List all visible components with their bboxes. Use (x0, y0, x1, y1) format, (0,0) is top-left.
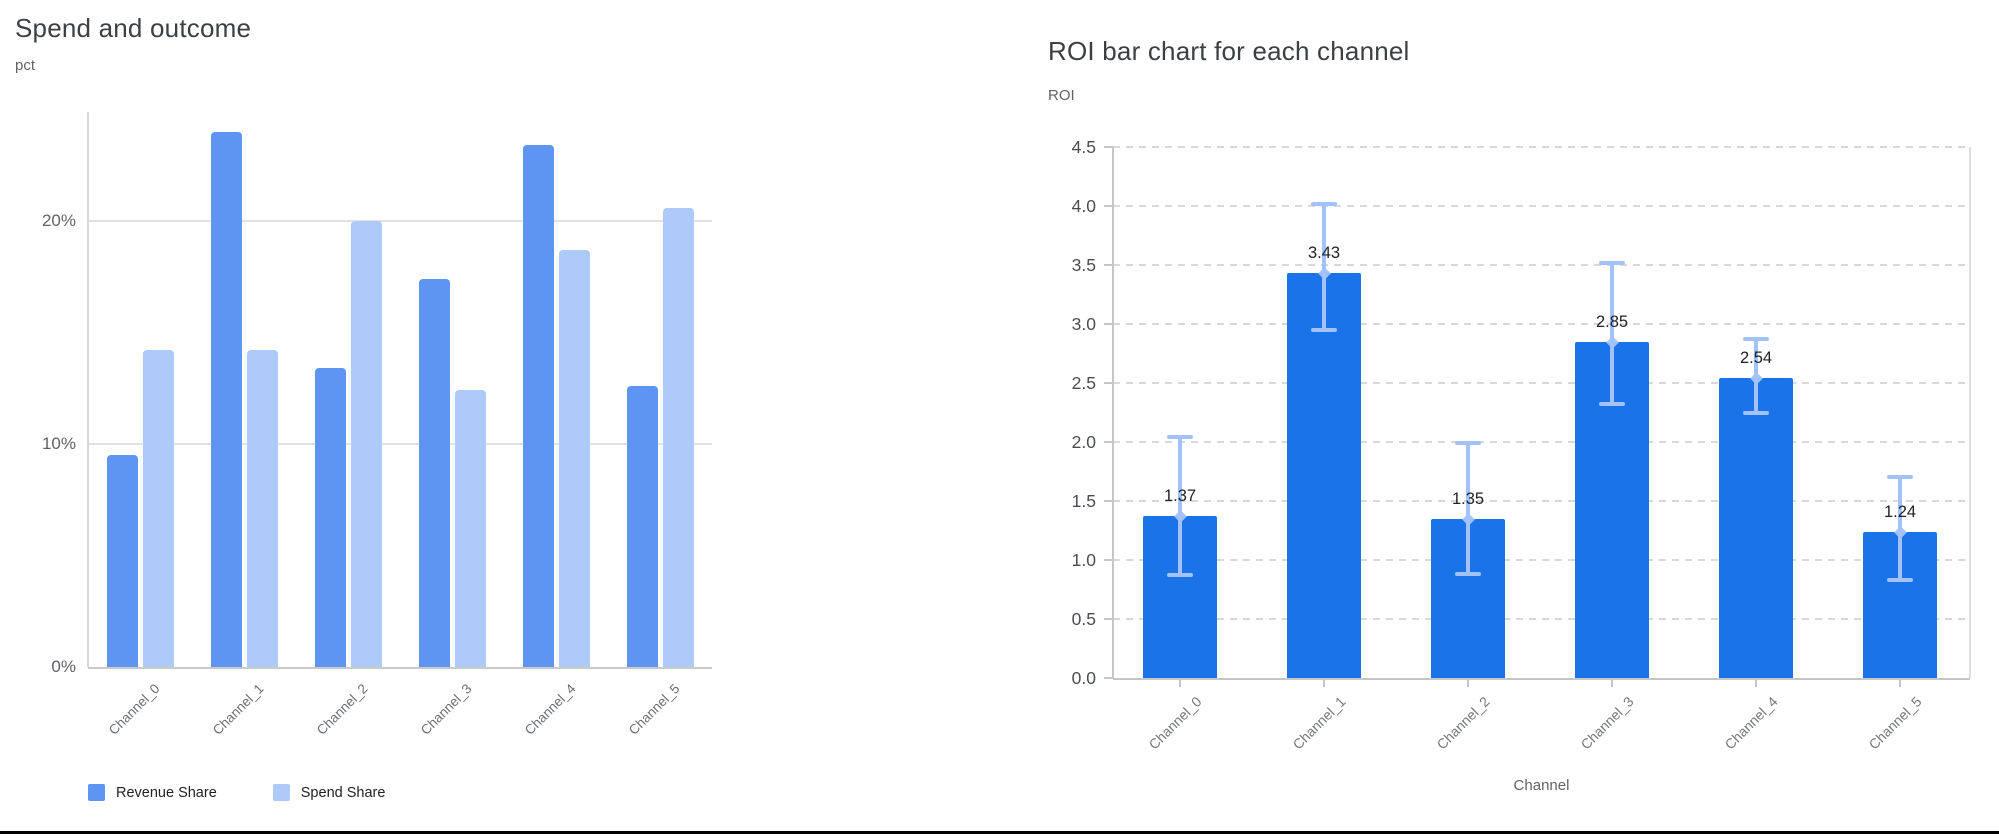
bar-revenue-share-channel_4[interactable] (522, 145, 554, 667)
bar-revenue-share-channel_0[interactable] (106, 455, 138, 667)
bar-value-label-channel_3: 2.85 (1595, 313, 1629, 331)
gridline (1113, 205, 1970, 207)
x-tick-mark (1323, 680, 1325, 687)
error-bar-cap-top-channel_0 (1167, 435, 1193, 440)
error-bar-cap-bottom-channel_0 (1167, 573, 1193, 578)
y-tick-label: 3.5 (1071, 255, 1096, 275)
y-tick-mark (1104, 500, 1113, 502)
y-tick-mark (1104, 441, 1113, 443)
bar-revenue-share-channel_3[interactable] (418, 279, 450, 667)
gridline (1113, 618, 1970, 620)
gridline (1113, 559, 1970, 561)
spend-share-swatch (272, 784, 290, 801)
error-bar-cap-bottom-channel_4 (1743, 410, 1769, 415)
y-tick-label: 0% (51, 657, 76, 676)
y-axis-line (1112, 147, 1114, 678)
gridline (1113, 500, 1970, 502)
bar-revenue-share-channel_2[interactable] (314, 368, 346, 667)
x-tick-mark (1467, 680, 1469, 687)
error-bar-line-channel_0 (1178, 437, 1182, 576)
y-tick-label: 4.0 (1071, 196, 1096, 216)
bar-spend-share-channel_3[interactable] (454, 390, 486, 667)
gridline (88, 443, 712, 445)
x-tick-mark (1899, 680, 1901, 687)
error-bar-cap-top-channel_2 (1455, 441, 1481, 446)
error-bar-cap-bottom-channel_5 (1887, 578, 1913, 583)
bar-value-label-channel_1: 3.43 (1307, 244, 1341, 262)
y-tick-label: 0.0 (1071, 668, 1096, 688)
gridline (1113, 323, 1970, 325)
bar-revenue-share-channel_1[interactable] (210, 132, 242, 667)
left-chart-legend: Revenue Share Spend Share (88, 784, 385, 801)
y-tick-mark (1104, 677, 1113, 679)
gridline (88, 220, 712, 222)
y-tick-label: 1.5 (1071, 491, 1096, 511)
y-tick-label: 0.5 (1071, 609, 1096, 629)
y-tick-mark (1104, 618, 1113, 620)
y-tick-mark (1104, 146, 1113, 148)
y-tick-label: 1.0 (1071, 550, 1096, 570)
error-bar-cap-bottom-channel_2 (1455, 572, 1481, 577)
error-bar-cap-top-channel_5 (1887, 475, 1913, 480)
bar-roi-channel_1[interactable] (1287, 273, 1361, 678)
spend-outcome-chart: Spend and outcome pct 0% 10% 20% Channel_0 C… (0, 0, 760, 838)
gridline (1113, 441, 1970, 443)
gridline (1113, 264, 1970, 266)
error-bar-line-channel_2 (1466, 443, 1470, 575)
y-tick-mark (1104, 382, 1113, 384)
plot-right-border (1969, 147, 1971, 678)
error-bar-cap-top-channel_3 (1599, 260, 1625, 265)
y-tick-label: 20% (41, 211, 76, 230)
revenue-share-swatch (88, 784, 105, 801)
bar-spend-share-channel_2[interactable] (350, 221, 382, 667)
legend-label-revenue-share: Revenue Share (116, 784, 217, 801)
legend-item-revenue-share[interactable]: Revenue Share (88, 784, 217, 801)
y-axis-line (87, 112, 89, 667)
error-bar-cap-top-channel_4 (1743, 337, 1769, 342)
x-axis-line (88, 667, 712, 669)
legend-label-spend-share: Spend Share (300, 784, 386, 801)
error-bar-line-channel_3 (1610, 262, 1614, 405)
roi-chart: ROI bar chart for each channel ROI (1040, 0, 1999, 838)
legend-item-spend-share[interactable]: Spend Share (272, 784, 386, 801)
bar-spend-share-channel_4[interactable] (558, 250, 590, 667)
x-tick-mark (1179, 680, 1181, 687)
right-chart-title: ROI bar chart for each channel (1048, 36, 1410, 66)
bar-value-label-channel_2: 1.35 (1451, 490, 1485, 508)
y-tick-mark (1104, 205, 1113, 207)
x-tick-mark (1755, 680, 1757, 687)
gridline (1113, 382, 1970, 384)
bar-spend-share-channel_5[interactable] (662, 208, 694, 667)
x-tick-mark (1611, 680, 1613, 687)
error-bar-cap-bottom-channel_3 (1599, 402, 1625, 407)
y-tick-label: 2.0 (1071, 432, 1096, 452)
error-bar-cap-top-channel_1 (1311, 201, 1337, 206)
right-y-axis-unit: ROI (1048, 87, 1075, 104)
y-tick-mark (1104, 264, 1113, 266)
y-tick-label: 2.5 (1071, 373, 1096, 393)
bar-value-label-channel_5: 1.24 (1883, 503, 1917, 521)
gridline (1113, 146, 1970, 148)
bar-revenue-share-channel_5[interactable] (626, 386, 658, 667)
bar-roi-channel_4[interactable] (1719, 378, 1793, 678)
y-tick-mark (1104, 559, 1113, 561)
error-bar-cap-bottom-channel_1 (1311, 327, 1337, 332)
y-tick-mark (1104, 323, 1113, 325)
y-tick-label: 3.0 (1071, 314, 1096, 334)
right-x-axis-title: Channel (1513, 777, 1570, 794)
y-tick-label: 10% (41, 434, 76, 453)
left-chart-title: Spend and outcome (15, 13, 252, 43)
bar-value-label-channel_0: 1.37 (1163, 487, 1197, 505)
bottom-divider-line (0, 831, 1999, 834)
x-axis-line (1113, 678, 1970, 680)
bar-spend-share-channel_0[interactable] (142, 350, 174, 667)
bar-spend-share-channel_1[interactable] (246, 350, 278, 667)
y-tick-label: 4.5 (1071, 137, 1096, 157)
left-plot-area: 0% 10% 20% Channel_0 Channel_1 Channel_2 Chann… (0, 0, 760, 780)
bar-value-label-channel_4: 2.54 (1739, 349, 1773, 367)
left-y-axis-unit: pct (15, 57, 36, 74)
